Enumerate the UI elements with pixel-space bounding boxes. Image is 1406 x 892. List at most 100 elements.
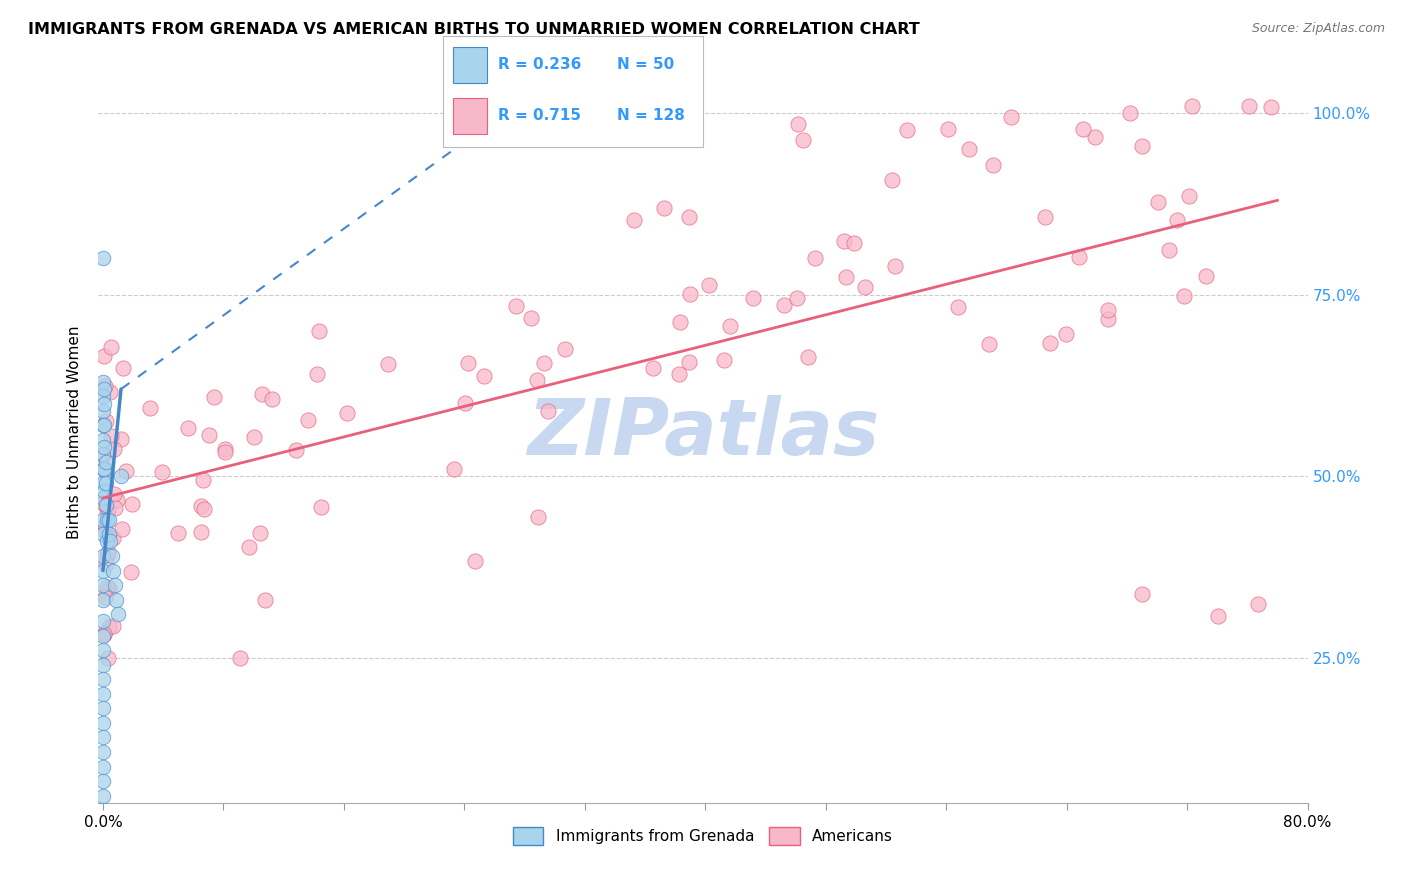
Point	[835, 269, 858, 284]
Point	[786, 291, 808, 305]
Point	[804, 251, 827, 265]
Point	[111, 522, 134, 536]
Point	[1084, 130, 1107, 145]
Point	[202, 390, 225, 404]
Point	[527, 510, 550, 524]
Point	[1195, 268, 1218, 283]
Point	[105, 493, 128, 508]
Point	[1177, 189, 1199, 203]
Point	[678, 355, 700, 369]
Point	[93, 496, 115, 510]
Point	[679, 286, 702, 301]
Point	[981, 157, 1004, 171]
Point	[190, 500, 212, 514]
Point	[1067, 250, 1090, 264]
Point	[91, 731, 114, 745]
Point	[167, 526, 190, 541]
Point	[91, 447, 114, 461]
Point	[252, 386, 274, 401]
Text: R = 0.715: R = 0.715	[498, 109, 581, 123]
Point	[668, 367, 690, 381]
Point	[97, 502, 120, 516]
Point	[238, 540, 260, 554]
Point	[787, 117, 810, 131]
Point	[96, 558, 118, 572]
Point	[94, 476, 117, 491]
Point	[896, 123, 918, 137]
Point	[94, 462, 117, 476]
Point	[554, 343, 576, 357]
Point	[1097, 312, 1119, 326]
Point	[832, 234, 855, 248]
Text: Source: ZipAtlas.com: Source: ZipAtlas.com	[1251, 22, 1385, 36]
Point	[101, 531, 124, 545]
Text: R = 0.236: R = 0.236	[498, 57, 581, 72]
Point	[91, 476, 114, 491]
Text: IMMIGRANTS FROM GRENADA VS AMERICAN BIRTHS TO UNMARRIED WOMEN CORRELATION CHART: IMMIGRANTS FROM GRENADA VS AMERICAN BIRT…	[28, 22, 920, 37]
Point	[308, 324, 330, 338]
Point	[464, 554, 486, 568]
Point	[1054, 327, 1077, 342]
Point	[91, 803, 114, 817]
Point	[1097, 302, 1119, 317]
Point	[193, 501, 215, 516]
Point	[91, 564, 114, 578]
Point	[190, 525, 212, 540]
Point	[297, 413, 319, 427]
Legend: Immigrants from Grenada, Americans: Immigrants from Grenada, Americans	[506, 821, 900, 851]
Point	[1039, 335, 1062, 350]
Point	[114, 464, 136, 478]
Point	[336, 406, 359, 420]
Point	[191, 473, 214, 487]
Point	[669, 315, 692, 329]
Point	[773, 298, 796, 312]
Point	[1132, 139, 1154, 153]
Point	[98, 385, 121, 400]
Point	[842, 236, 865, 251]
Point	[533, 356, 555, 370]
Point	[229, 650, 252, 665]
Point	[139, 401, 162, 415]
Point	[103, 619, 125, 633]
Point	[1247, 598, 1270, 612]
Text: ZIPatlas: ZIPatlas	[527, 394, 879, 471]
Point	[652, 201, 675, 215]
Point	[1147, 195, 1170, 210]
Point	[742, 291, 765, 305]
Point	[93, 382, 115, 396]
Point	[91, 789, 114, 803]
Point	[91, 448, 114, 462]
Point	[91, 389, 114, 403]
Point	[97, 513, 120, 527]
Point	[96, 513, 118, 527]
Point	[91, 592, 114, 607]
Point	[91, 433, 114, 447]
Point	[249, 526, 271, 541]
Point	[93, 483, 115, 498]
Point	[457, 356, 479, 370]
Point	[120, 565, 142, 579]
Point	[110, 469, 132, 483]
Point	[101, 549, 124, 563]
Point	[443, 462, 465, 476]
Point	[520, 311, 543, 326]
Point	[97, 527, 120, 541]
Point	[112, 360, 135, 375]
Point	[91, 657, 114, 672]
Point	[100, 340, 122, 354]
Point	[1159, 243, 1181, 257]
Point	[96, 414, 118, 428]
Point	[94, 464, 117, 478]
Point	[1166, 213, 1188, 227]
Point	[284, 442, 307, 457]
Point	[91, 404, 114, 418]
Point	[121, 497, 143, 511]
Point	[97, 582, 120, 596]
Text: N = 50: N = 50	[617, 57, 675, 72]
Point	[1181, 99, 1204, 113]
Point	[91, 759, 114, 773]
Point	[91, 687, 114, 701]
Point	[93, 462, 115, 476]
Point	[103, 487, 125, 501]
Point	[150, 465, 173, 479]
